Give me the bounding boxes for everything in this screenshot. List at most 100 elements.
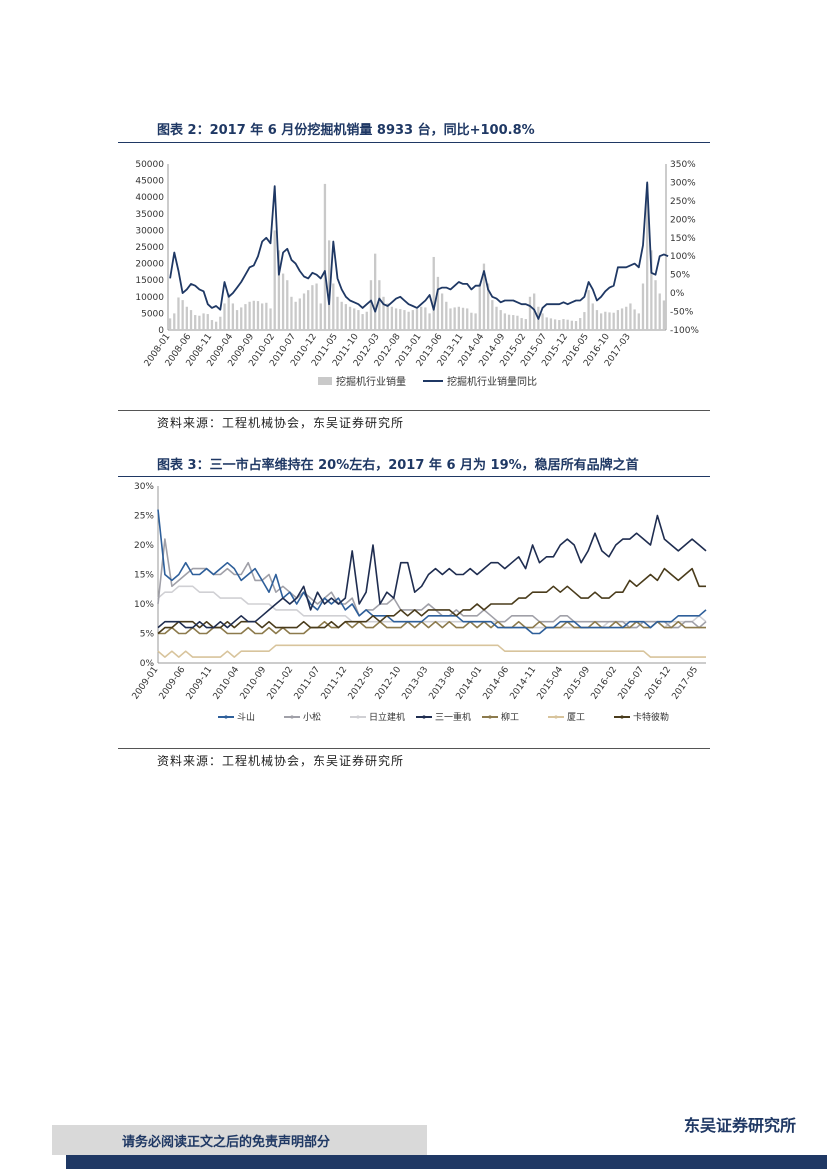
chart1-bar [428,313,431,330]
chart1-bar [595,310,599,330]
chart1-bar [235,310,239,330]
chart1-svg: 5000045000400003500030000250002000015000… [135,160,699,388]
chart1-left-tick: 20000 [135,260,164,270]
chart1-bar [390,306,394,330]
chart1-bar [185,306,188,330]
chart1-left-tick: 40000 [135,193,164,203]
chart2-line-1 [157,509,707,635]
chart1-bar [173,313,176,330]
chart1-bar [302,293,306,330]
chart1-bar [424,307,427,330]
chart1-bar [298,298,301,330]
chart1-bar [261,303,264,330]
chart2-line-2 [157,538,707,629]
chart2-x-tick: 2016-07 [616,665,646,702]
chart2-x-tick: 2015-09 [563,665,593,702]
chart1-bar [470,312,473,330]
chart1-right-tick: 300% [670,178,696,188]
chart1-bar [357,310,360,330]
chart1-bar [219,316,222,330]
chart2-x-tick: 2013-03 [401,665,431,702]
chart2-legend-label: 日立建机 [369,711,405,723]
chart1-legend-bar-label: 挖掘机行业销量 [336,375,406,388]
chart1-bar [625,306,628,330]
chart1-bar [307,290,310,330]
chart1-bar [520,318,523,330]
chart1-bar [432,256,435,330]
chart1-bar [516,315,519,330]
chart2-bottom-rule [118,748,710,749]
chart1-bar [340,301,343,330]
chart1-bar [269,308,272,330]
chart1-bar [382,296,385,330]
chart1-left-tick: 5000 [141,309,164,319]
chart2-line-4 [157,514,707,629]
chart1-bar [281,273,285,330]
chart1-bar [214,321,218,330]
chart2-x-tick: 2011-12 [320,665,350,702]
chart1-bar [394,308,398,330]
chart1-bar [499,310,502,330]
chart1-bar [620,308,624,330]
chart1-bar [210,320,214,330]
chart1-right-tick: 200% [670,215,696,225]
chart2-x-tick: 2011-02 [266,665,296,702]
chart1-bar [286,280,289,330]
chart1-bar [549,318,553,330]
chart1-bar [507,314,511,330]
chart1-bar [378,280,381,330]
chart1-bar [386,303,389,330]
chart1-bar [616,310,620,330]
chart1-bar [240,307,243,330]
chart1-title: 图表 2：2017 年 6 月份挖掘机销量 8933 台，同比+100.8% [157,123,535,138]
chart1-bar [566,319,569,330]
chart1-bar [482,263,486,330]
chart2-x-tick: 2016-02 [590,665,620,702]
chart1-bar [256,301,260,330]
chart1-bar [591,303,594,330]
chart1-bar [407,311,410,330]
chart1-bar [528,296,532,330]
chart1-bar [440,293,444,330]
chart1-right-tick: 350% [670,160,696,170]
chart2-top-rule [118,476,710,477]
chart1-legend-bar-swatch [318,377,332,385]
chart2-legend-marker [554,715,558,719]
chart1-bar [583,312,586,330]
chart1-bar [604,311,607,330]
chart1-bar [570,320,573,330]
chart1-right-tick: -100% [670,326,699,336]
chart1-bar [202,313,205,330]
chart1-bar [541,313,544,330]
chart1-bar [599,313,603,330]
chart1-bar [248,301,251,330]
chart1-bar [353,308,356,330]
chart1-bar [562,319,565,330]
chart1-left-tick: 45000 [135,177,164,187]
chart1-bar [294,301,297,330]
chart1-top-rule [118,142,710,143]
chart1-bar [336,296,339,330]
chart2-line-5 [158,620,706,635]
chart2-legend-label: 三一重机 [435,711,471,723]
chart1-yoy-line [169,181,669,320]
chart1-bar [374,253,377,330]
chart1-bar [227,293,230,330]
chart2-y-tick: 10% [134,600,154,610]
chart1-bar [466,308,469,330]
chart1-bar [574,321,578,330]
chart1-legend-line-label: 挖掘机行业销量同比 [447,375,537,388]
chart2-x-tick: 2016-12 [643,665,673,702]
chart2-x-tick: 2011-07 [293,665,323,702]
chart2-x-tick: 2014-06 [482,665,512,702]
chart1-bar [177,297,180,330]
chart1-bar [344,304,348,330]
chart2-title: 图表 3：三一市占率维持在 20%左右，2017 年 6 月为 19%，稳居所有… [157,458,639,473]
chart1-bar [231,303,235,330]
chart1-bar [658,293,661,330]
chart2-x-tick: 2014-11 [509,665,539,702]
chart1-bar [629,303,632,330]
footer-disclaimer: 请务必阅读正文之后的免责声明部分 [122,1135,331,1150]
chart1-bar [512,315,515,330]
chart1-bar [411,310,414,330]
